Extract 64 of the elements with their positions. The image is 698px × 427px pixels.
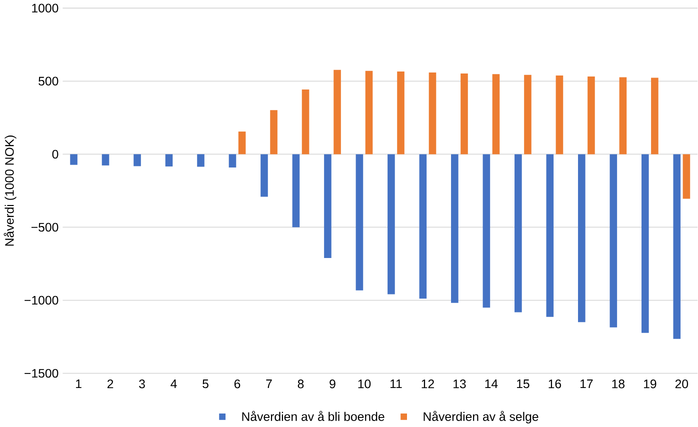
x-tick-label: 20 <box>675 380 688 388</box>
y-tick-label: −500 <box>31 222 58 232</box>
bar <box>397 72 404 154</box>
x-tick-label: 2 <box>107 380 114 388</box>
bar <box>546 154 554 317</box>
bar <box>228 154 236 168</box>
bar <box>165 154 173 166</box>
bar <box>356 154 364 290</box>
legend-label: Nåverdien av å selge <box>424 410 538 424</box>
x-tick-label: 13 <box>454 380 466 388</box>
bar <box>70 154 78 165</box>
bar <box>365 70 373 154</box>
bar <box>651 78 658 154</box>
bar <box>482 154 490 308</box>
x-tick-label: 15 <box>517 380 530 388</box>
bar <box>102 154 110 166</box>
x-tick-label: 19 <box>644 380 656 388</box>
bar <box>673 154 681 339</box>
legend-label: Nåverdien av å bli boende <box>242 410 384 421</box>
y-tick-label: 500 <box>38 76 58 86</box>
bar <box>682 154 690 199</box>
x-tick-label: 1 <box>76 380 82 388</box>
bar <box>292 154 300 228</box>
x-tick-label: 7 <box>266 380 272 388</box>
bar <box>134 154 141 166</box>
x-tick-label: 16 <box>548 380 562 388</box>
x-tick-label: 8 <box>298 380 304 388</box>
bar <box>238 132 246 154</box>
bar <box>578 154 586 322</box>
x-tick-label: 12 <box>422 380 434 388</box>
bar <box>451 154 458 303</box>
x-tick-label: 18 <box>612 380 625 388</box>
y-tick-label: −1000 <box>24 296 58 305</box>
bar <box>428 72 436 154</box>
y-axis-title: Nåverdi (1000 NOK) <box>4 136 16 246</box>
x-tick-label: 6 <box>234 380 240 388</box>
x-tick-label: 3 <box>139 380 145 388</box>
x-tick-label: 14 <box>485 380 498 388</box>
bar <box>270 110 278 154</box>
bar <box>492 74 500 154</box>
bar <box>419 154 427 299</box>
x-tick-label: 9 <box>330 380 336 388</box>
bar <box>524 74 532 154</box>
bar <box>619 77 627 154</box>
bar <box>588 76 595 154</box>
bar <box>642 154 649 333</box>
y-tick-label: 0 <box>52 150 58 159</box>
x-tick-label: 4 <box>170 380 177 388</box>
bar <box>514 154 522 312</box>
bar <box>334 70 341 154</box>
y-tick-label: 1000 <box>32 4 58 12</box>
y-tick-label: −1500 <box>24 368 58 378</box>
bar <box>302 89 310 154</box>
x-tick-label: 11 <box>390 380 402 388</box>
bar <box>610 154 618 328</box>
bar <box>324 154 332 258</box>
bar <box>260 154 268 197</box>
bar <box>197 154 204 167</box>
x-tick-label: 17 <box>580 380 593 388</box>
x-tick-label: 10 <box>358 380 371 388</box>
bar <box>388 154 395 294</box>
bar <box>460 74 468 154</box>
x-tick-label: 5 <box>202 380 208 388</box>
bar <box>556 75 564 154</box>
